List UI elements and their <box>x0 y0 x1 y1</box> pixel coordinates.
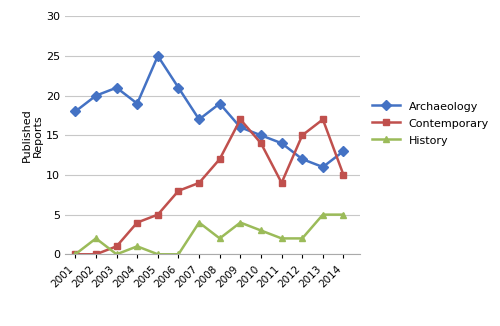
Contemporary <box>238 117 244 121</box>
Contemporary <box>72 252 78 256</box>
Contemporary <box>134 221 140 225</box>
Archaeology <box>216 102 222 106</box>
History <box>320 213 326 216</box>
Line: History: History <box>72 211 347 258</box>
Archaeology <box>176 86 182 90</box>
Contemporary <box>114 244 119 248</box>
Archaeology <box>299 157 305 161</box>
Archaeology <box>72 110 78 113</box>
Archaeology <box>258 133 264 137</box>
Contemporary <box>299 133 305 137</box>
Contemporary <box>278 181 284 185</box>
Contemporary <box>258 141 264 145</box>
History <box>114 252 119 256</box>
Line: Contemporary: Contemporary <box>72 116 347 258</box>
Contemporary <box>176 189 182 193</box>
History <box>93 236 99 240</box>
History <box>278 236 284 240</box>
History <box>299 236 305 240</box>
History <box>238 221 244 225</box>
Contemporary <box>196 181 202 185</box>
Archaeology <box>320 165 326 169</box>
Line: Archaeology: Archaeology <box>72 52 347 170</box>
Contemporary <box>320 117 326 121</box>
Archaeology <box>155 54 161 58</box>
Contemporary <box>155 213 161 216</box>
Y-axis label: Published
Reports: Published Reports <box>22 109 43 162</box>
History <box>340 213 346 216</box>
Archaeology <box>114 86 119 90</box>
Contemporary <box>93 252 99 256</box>
Archaeology <box>196 117 202 121</box>
History <box>134 244 140 248</box>
Archaeology <box>134 102 140 106</box>
Legend: Archaeology, Contemporary, History: Archaeology, Contemporary, History <box>368 97 492 149</box>
Archaeology <box>278 141 284 145</box>
Archaeology <box>238 126 244 129</box>
History <box>196 221 202 225</box>
Archaeology <box>340 149 346 153</box>
History <box>216 236 222 240</box>
History <box>258 229 264 232</box>
History <box>72 252 78 256</box>
History <box>176 252 182 256</box>
Contemporary <box>216 157 222 161</box>
Archaeology <box>93 94 99 97</box>
History <box>155 252 161 256</box>
Contemporary <box>340 173 346 177</box>
